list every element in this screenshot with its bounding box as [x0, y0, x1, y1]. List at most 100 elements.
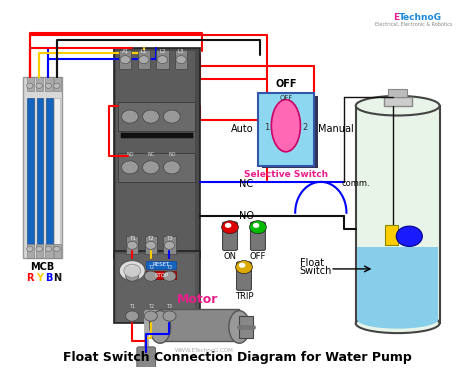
Circle shape	[143, 161, 159, 174]
Text: Motor: Motor	[177, 293, 218, 306]
Text: comm.: comm.	[342, 179, 370, 188]
FancyBboxPatch shape	[54, 243, 61, 258]
Circle shape	[250, 221, 266, 234]
Text: NO: NO	[168, 152, 175, 157]
Circle shape	[236, 260, 252, 274]
Text: NC: NC	[147, 152, 155, 157]
Text: Selective Switch: Selective Switch	[244, 170, 328, 179]
FancyBboxPatch shape	[383, 97, 411, 106]
Circle shape	[120, 56, 130, 64]
Text: T1: T1	[129, 305, 135, 309]
FancyBboxPatch shape	[126, 236, 138, 255]
FancyBboxPatch shape	[27, 98, 34, 243]
Ellipse shape	[272, 99, 301, 152]
Circle shape	[163, 271, 176, 281]
Text: Y: Y	[36, 273, 43, 283]
Circle shape	[121, 110, 138, 123]
Text: T2: T2	[147, 236, 154, 240]
FancyBboxPatch shape	[146, 261, 176, 269]
Text: T3: T3	[166, 265, 173, 270]
Text: L1: L1	[141, 49, 147, 54]
FancyBboxPatch shape	[156, 49, 169, 69]
Text: Switch: Switch	[300, 266, 332, 276]
Text: 1: 1	[264, 123, 269, 132]
Text: NO: NO	[126, 152, 134, 157]
Circle shape	[127, 242, 137, 249]
Text: B: B	[45, 273, 52, 283]
Text: MCB: MCB	[30, 262, 55, 272]
FancyBboxPatch shape	[145, 236, 157, 255]
FancyBboxPatch shape	[164, 236, 175, 255]
FancyBboxPatch shape	[55, 98, 60, 243]
Circle shape	[225, 223, 231, 228]
Circle shape	[54, 83, 60, 88]
Text: T2: T2	[148, 305, 154, 309]
Text: Electrical, Electronic & Robotics: Electrical, Electronic & Robotics	[375, 22, 453, 27]
Circle shape	[45, 83, 52, 88]
Circle shape	[45, 246, 52, 252]
Ellipse shape	[357, 311, 438, 329]
Circle shape	[121, 161, 138, 174]
Circle shape	[126, 311, 139, 321]
FancyBboxPatch shape	[262, 96, 318, 168]
Circle shape	[36, 83, 42, 88]
FancyBboxPatch shape	[45, 243, 53, 258]
FancyBboxPatch shape	[146, 271, 176, 279]
FancyBboxPatch shape	[54, 77, 61, 91]
FancyBboxPatch shape	[114, 251, 200, 323]
Circle shape	[163, 311, 176, 321]
Text: OFF: OFF	[275, 79, 297, 89]
FancyBboxPatch shape	[120, 133, 193, 138]
Circle shape	[146, 242, 156, 249]
Text: Auto: Auto	[231, 124, 253, 134]
Circle shape	[164, 110, 180, 123]
Circle shape	[222, 221, 238, 234]
FancyBboxPatch shape	[27, 243, 34, 258]
Circle shape	[176, 56, 186, 64]
Text: WWW.ETechnoG.COM: WWW.ETechnoG.COM	[175, 348, 234, 353]
FancyBboxPatch shape	[36, 243, 43, 258]
Text: T3: T3	[166, 305, 173, 309]
Text: N: N	[53, 273, 61, 283]
Circle shape	[144, 271, 157, 281]
Text: ON: ON	[224, 252, 237, 261]
Circle shape	[143, 110, 159, 123]
Circle shape	[164, 242, 174, 249]
Circle shape	[54, 246, 60, 252]
Text: TechnoG: TechnoG	[399, 13, 442, 22]
Circle shape	[27, 83, 33, 88]
Text: OFF: OFF	[250, 252, 266, 261]
Circle shape	[119, 260, 145, 281]
Circle shape	[164, 161, 180, 174]
Text: T3: T3	[166, 236, 173, 240]
FancyBboxPatch shape	[388, 89, 407, 97]
Text: OFF: OFF	[279, 95, 292, 101]
FancyBboxPatch shape	[119, 49, 131, 69]
Text: Float Switch Connection Diagram for Water Pump: Float Switch Connection Diagram for Wate…	[63, 351, 411, 364]
Circle shape	[253, 223, 259, 228]
FancyBboxPatch shape	[250, 222, 265, 250]
Circle shape	[157, 56, 168, 64]
Circle shape	[126, 271, 139, 281]
FancyBboxPatch shape	[27, 77, 34, 91]
FancyBboxPatch shape	[258, 93, 314, 165]
Ellipse shape	[356, 96, 439, 115]
Text: NO: NO	[239, 211, 255, 221]
FancyBboxPatch shape	[37, 98, 43, 243]
Text: R: R	[26, 273, 34, 283]
Ellipse shape	[229, 311, 250, 343]
Text: A1: A1	[122, 49, 129, 54]
Circle shape	[36, 246, 42, 252]
Text: Float: Float	[300, 259, 324, 269]
FancyBboxPatch shape	[239, 316, 253, 338]
FancyBboxPatch shape	[46, 98, 53, 243]
Text: L2: L2	[159, 49, 166, 54]
FancyBboxPatch shape	[114, 48, 200, 258]
FancyBboxPatch shape	[356, 106, 439, 323]
Circle shape	[396, 226, 422, 246]
FancyBboxPatch shape	[160, 309, 239, 341]
Text: 2: 2	[303, 123, 308, 132]
Circle shape	[124, 264, 141, 277]
FancyBboxPatch shape	[223, 222, 237, 250]
FancyBboxPatch shape	[237, 262, 251, 290]
